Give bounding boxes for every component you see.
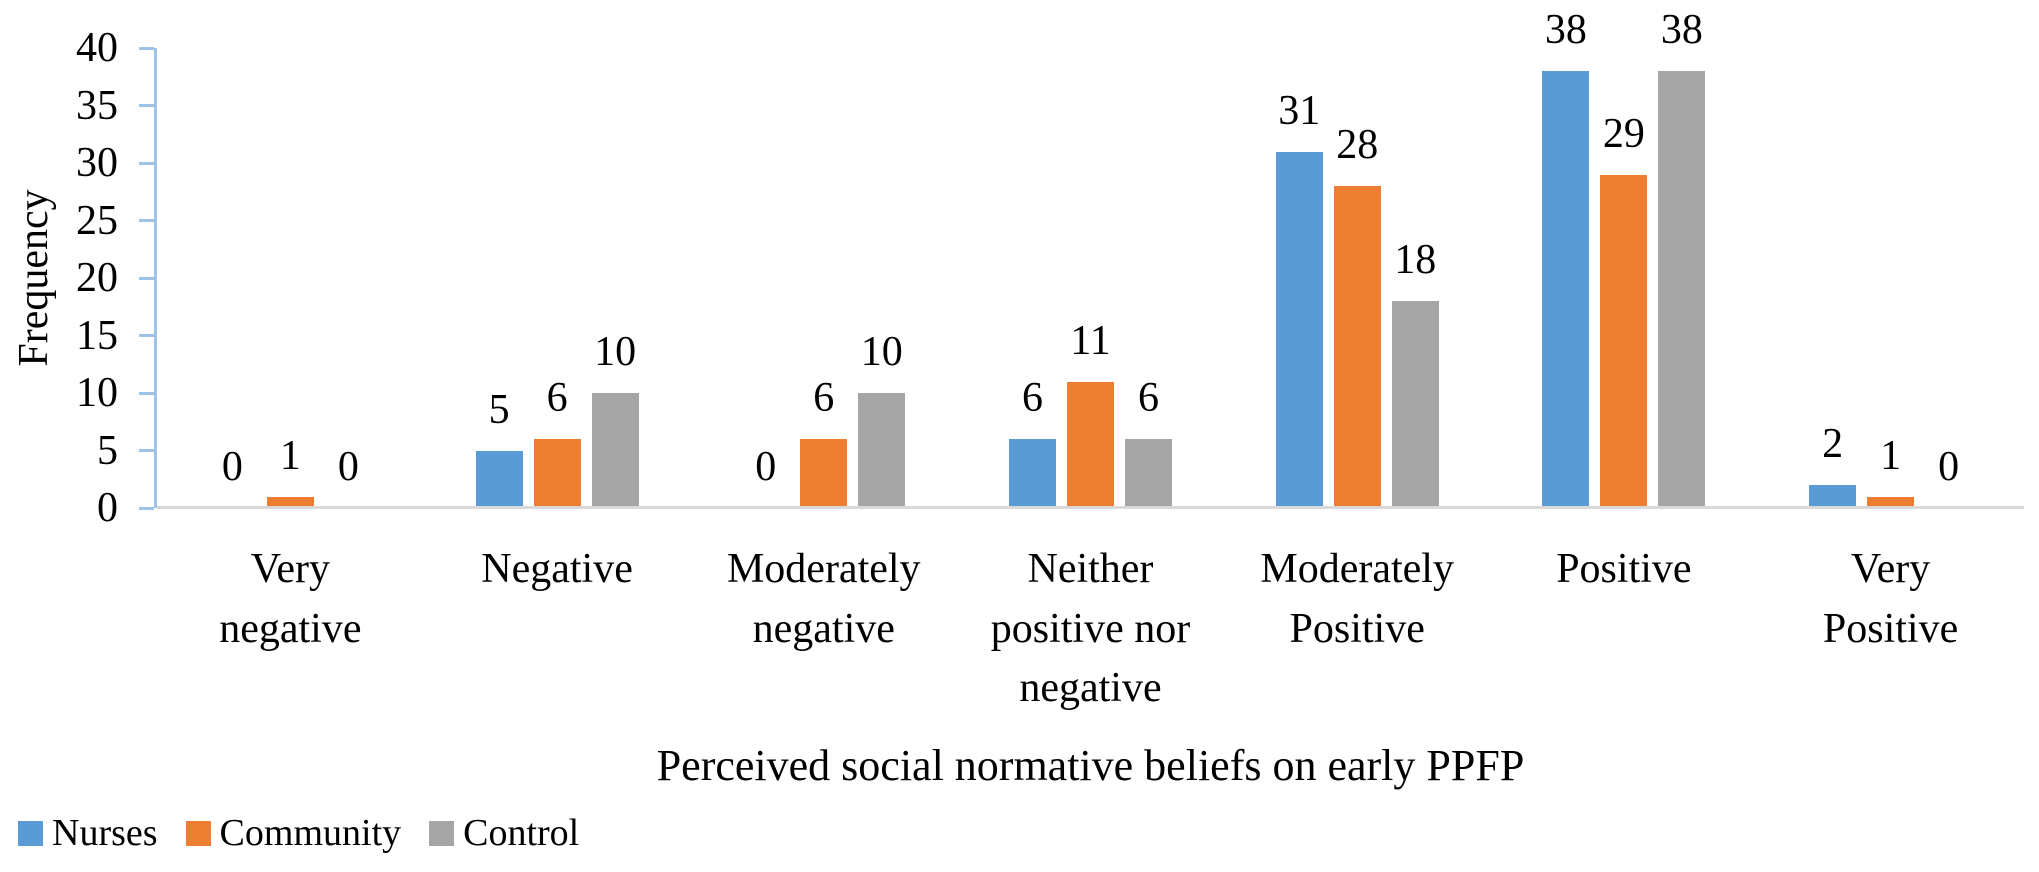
bar-value-label: 5 (488, 386, 510, 433)
bar-value-label: 0 (337, 444, 359, 490)
y-axis-line (154, 48, 157, 508)
category-label: Moderately Positive (1224, 540, 1491, 719)
bar-nurses (1009, 439, 1056, 508)
y-axis-tick-mark (139, 161, 154, 165)
category-label-line: Very (250, 546, 330, 592)
legend-swatch-icon (185, 820, 211, 846)
bar-community (1333, 186, 1381, 508)
category-label-line: Very (1850, 546, 1931, 592)
category-label-line: positive nor (990, 605, 1191, 652)
y-axis-tick-mark (139, 449, 154, 452)
y-axis-tick-label: 20 (76, 255, 118, 301)
y-axis-tick-mark (139, 104, 154, 107)
bar-community (1600, 174, 1648, 508)
bar-control (1658, 71, 1706, 508)
category-label-line: negative (752, 605, 895, 652)
category-label-line: Positive (1822, 605, 1959, 652)
category-label: Positive (1491, 540, 1758, 719)
y-axis-tick-label: 40 (76, 25, 118, 71)
bar-value-label: 11 (1070, 317, 1111, 364)
bar-nurses (1542, 71, 1590, 508)
legend-item-community: Community (185, 812, 402, 854)
bar-value-label: 38 (1544, 7, 1587, 53)
category-label-line: Negative (481, 546, 633, 592)
bar-value-label: 1 (1880, 432, 1902, 479)
category-label-line: Positive (1289, 605, 1425, 652)
category-label-line: Positive (1556, 546, 1692, 592)
legend-label: Control (463, 812, 580, 854)
bar-value-label: 1 (279, 432, 301, 479)
y-axis-tick-mark (139, 506, 154, 510)
bar-value-label: 31 (1278, 87, 1321, 134)
y-axis-tick-label: 15 (76, 312, 118, 359)
category-label: Moderately negative (690, 540, 957, 719)
legend-swatch-icon (429, 820, 455, 846)
bar-value-label: 0 (755, 444, 777, 490)
legend-swatch-icon (18, 820, 43, 846)
bar-nurses (1275, 151, 1323, 508)
category-label: Negative (424, 540, 691, 719)
plot-area: 0 1 0 5 6 10 0 6 10 6 11 6 31 28 18 38 29 38 2 1 0 (157, 7, 2024, 508)
legend-item-nurses: Nurses (18, 814, 158, 852)
bar-value-label: 18 (1394, 237, 1437, 283)
y-axis-tick-label: 25 (76, 197, 118, 244)
category-label-line: Moderately (726, 546, 921, 592)
y-axis-tick-mark (139, 391, 154, 395)
legend-item-control: Control (429, 814, 579, 852)
legend-label: Community (219, 812, 402, 854)
bar-value-label: 6 (1138, 375, 1159, 421)
bar-value-label: 0 (1938, 444, 1960, 490)
bar-nurses (475, 450, 523, 508)
bar-nurses (1809, 485, 1857, 508)
bar-community (266, 496, 314, 508)
y-axis-tick-mark (139, 219, 154, 222)
x-axis-title: Perceived social normative beliefs on ea… (656, 741, 1525, 790)
bar-control (1391, 301, 1439, 508)
y-axis-tick-mark (139, 276, 154, 280)
bar-value-label: 28 (1336, 122, 1379, 168)
y-axis-tick-label: 0 (97, 485, 118, 531)
bar-value-label: 6 (813, 375, 835, 421)
category-label-line: negative (1019, 665, 1162, 712)
bar-community (1067, 381, 1114, 508)
bar-value-label: 38 (1660, 7, 1703, 53)
y-axis-tick-label: 10 (76, 370, 118, 416)
y-axis-tick-mark (139, 334, 154, 337)
bar-value-label: 6 (546, 375, 568, 421)
bar-control (858, 393, 906, 508)
y-axis-tick-label: 30 (76, 140, 118, 186)
bar-value-label: 10 (594, 329, 637, 375)
y-axis-tick-label: 35 (76, 82, 118, 129)
category-label-line: negative (219, 605, 362, 652)
y-axis-tick-label: 5 (97, 427, 118, 474)
category-label: Neither positive nor negative (957, 540, 1224, 719)
x-axis-line (157, 506, 2024, 509)
bar-community (533, 439, 581, 508)
legend-label: Nurses (52, 812, 158, 854)
bar-community (1867, 496, 1915, 508)
bar-value-label: 10 (860, 329, 903, 375)
category-label-line: Moderately (1260, 546, 1454, 592)
bar-value-label: 6 (1022, 375, 1043, 421)
bar-value-label: 0 (221, 444, 243, 490)
bar-control (591, 393, 639, 508)
category-label: Very negative (157, 540, 424, 719)
y-axis-tick-mark (139, 46, 154, 50)
bar-value-label: 2 (1822, 421, 1844, 467)
x-axis-category-labels: Very negative Negative Moderately negative Ne… (157, 540, 2024, 719)
legend: Nurses Community Control (18, 814, 579, 852)
category-label: Very Positive (1757, 540, 2024, 719)
bar-community (800, 439, 848, 508)
bar-value-label: 29 (1602, 110, 1645, 157)
bar-control (1125, 439, 1172, 508)
category-label-line: Neither (1027, 546, 1154, 592)
